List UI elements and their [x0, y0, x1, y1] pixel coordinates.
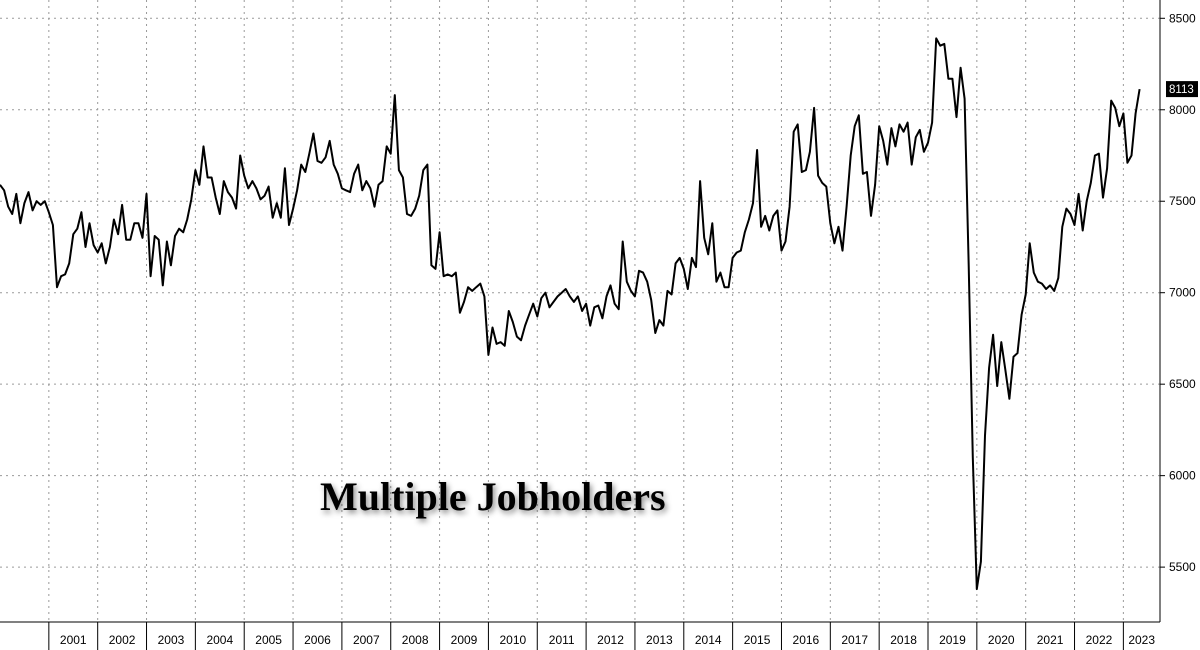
x-tick-label-2010: 2010 [499, 633, 526, 647]
x-tick-label-2018: 2018 [890, 633, 917, 647]
x-tick-label-2008: 2008 [402, 633, 429, 647]
x-tick-label-2016: 2016 [793, 633, 820, 647]
series-group [0, 37, 1141, 591]
x-tick-label-2011: 2011 [549, 633, 575, 647]
x-tick-label-2007: 2007 [353, 633, 380, 647]
grid [0, 0, 1160, 622]
x-tick-label-2009: 2009 [451, 633, 478, 647]
x-tick-label-2020: 2020 [988, 633, 1015, 647]
x-tick-label-2021: 2021 [1037, 633, 1064, 647]
x-tick-label-2023: 2023 [1128, 633, 1155, 647]
x-tick-label-2022: 2022 [1086, 633, 1113, 647]
x-tick-label-2014: 2014 [695, 633, 722, 647]
last-value-badge [1166, 81, 1198, 98]
y-tick-label-7000: 7000 [1169, 286, 1196, 300]
x-tick-label-2013: 2013 [646, 633, 673, 647]
x-tick-label-2012: 2012 [597, 633, 624, 647]
axes [0, 0, 1161, 623]
y-tick-label-5500: 5500 [1169, 560, 1196, 574]
y-tick-label-7500: 7500 [1169, 194, 1196, 208]
y-axis-ticks: 5500 6000 6500 7000 7500 8000 8500 [1160, 11, 1196, 574]
x-tick-label-2015: 2015 [744, 633, 771, 647]
last-value-label: 8113 [1169, 84, 1194, 96]
x-tick-label-2001: 2001 [60, 633, 87, 647]
x-axis-ticks: 2001 2002 2003 2004 2005 2006 2007 2008 2009 2010… [48, 622, 1155, 650]
x-tick-label-2019: 2019 [939, 633, 966, 647]
y-tick-label-8500: 8500 [1169, 11, 1196, 25]
x-tick-label-2004: 2004 [206, 633, 233, 647]
x-tick-label-2006: 2006 [304, 633, 331, 647]
y-tick-label-8000: 8000 [1169, 103, 1196, 117]
x-tick-label-2002: 2002 [109, 633, 136, 647]
x-tick-label-2017: 2017 [841, 633, 868, 647]
chart-title: Multiple Jobholders [320, 474, 666, 519]
y-tick-label-6500: 6500 [1169, 377, 1196, 391]
y-tick-label-6000: 6000 [1169, 469, 1196, 483]
last-value-marker: 8113 [1166, 81, 1198, 98]
x-tick-label-2005: 2005 [255, 633, 282, 647]
x-tick-label-2003: 2003 [158, 633, 185, 647]
series-line-0 [0, 37, 1141, 591]
